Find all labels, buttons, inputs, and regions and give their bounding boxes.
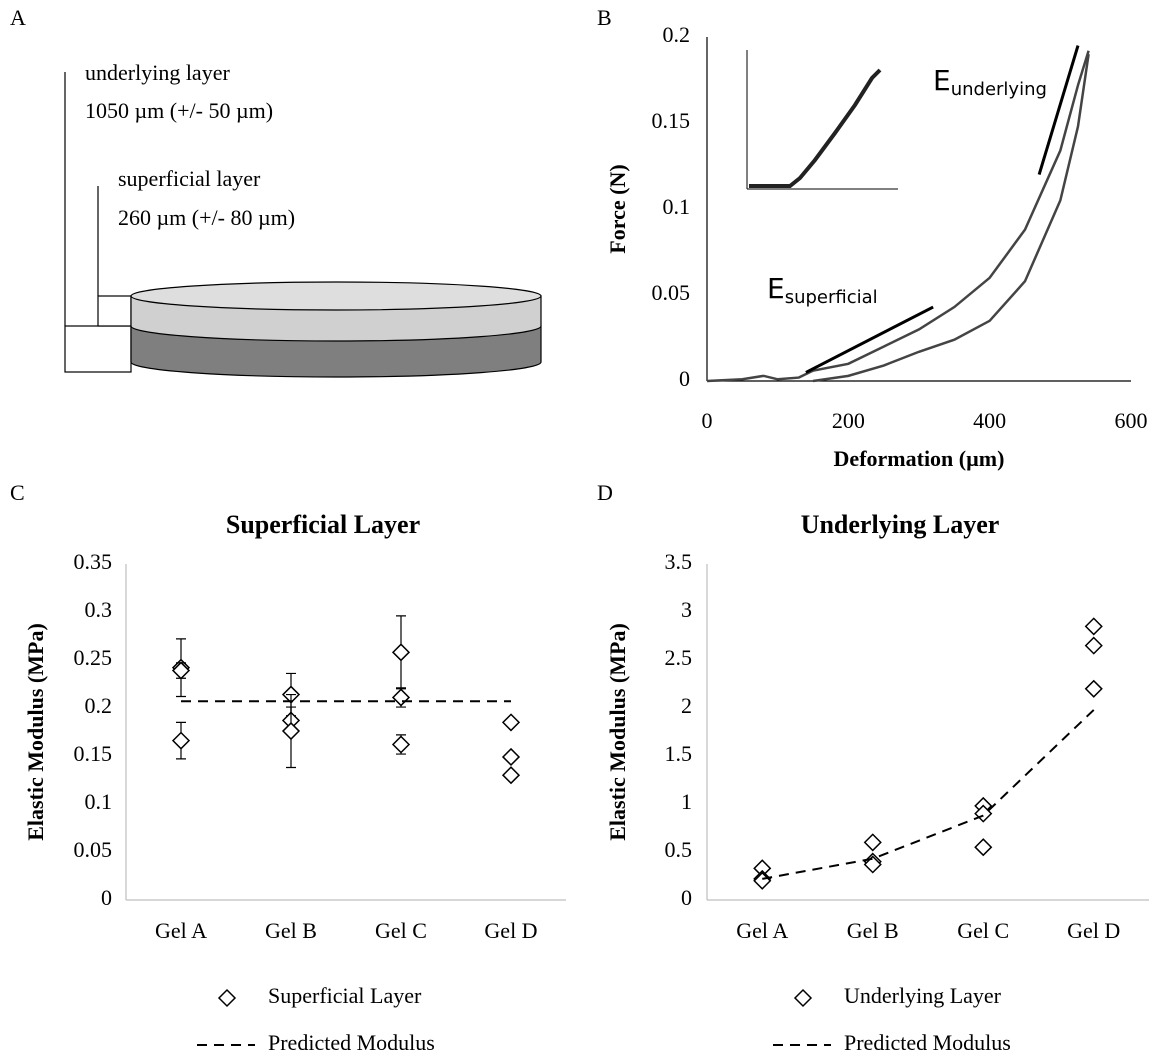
annotation-main: E xyxy=(767,272,785,305)
data-point xyxy=(863,833,882,852)
y-tick-label: 0.5 xyxy=(665,837,693,862)
x-tick-label: Gel D xyxy=(1067,918,1120,943)
y-tick-label: 0 xyxy=(101,885,112,910)
panel-label: A xyxy=(10,5,26,30)
y-tick-label: 0.1 xyxy=(663,194,691,219)
y-tick-label: 0.25 xyxy=(74,645,113,670)
y-axis-label: Force (N) xyxy=(605,164,630,253)
annotation-main: E xyxy=(933,64,951,97)
annotation-subscript: superficial xyxy=(785,287,878,308)
layer-diagram xyxy=(64,72,542,378)
y-tick-label: 0.15 xyxy=(652,108,691,133)
panel-label: B xyxy=(597,5,612,30)
diagram-label: 260 µm (+/- 80 µm) xyxy=(118,205,295,230)
y-tick-label: 0.1 xyxy=(85,789,113,814)
data-point xyxy=(1084,679,1103,698)
y-tick-label: 0.3 xyxy=(85,597,113,622)
data-point xyxy=(501,747,521,767)
legend-symbol xyxy=(793,988,813,1008)
data-point xyxy=(171,731,191,750)
diagram-label: 1050 µm (+/- 50 µm) xyxy=(85,98,273,123)
x-tick-label: Gel A xyxy=(155,918,207,943)
x-tick-label: 400 xyxy=(973,408,1006,433)
x-tick-label: Gel C xyxy=(375,918,427,943)
x-tick-label: 200 xyxy=(832,408,865,433)
chart-title: Underlying Layer xyxy=(801,510,1000,539)
data-point xyxy=(863,855,882,874)
bracket-box xyxy=(64,325,132,373)
data-point xyxy=(1084,636,1103,655)
data-point xyxy=(974,838,993,857)
y-tick-label: 0.05 xyxy=(652,280,691,305)
y-axis-label: Elastic Modulus (MPa) xyxy=(605,623,630,841)
fit-line xyxy=(805,305,934,374)
data-point xyxy=(171,661,191,680)
y-tick-label: 0.15 xyxy=(74,741,113,766)
panel-label: D xyxy=(597,480,613,505)
x-tick-label: Gel B xyxy=(847,918,899,943)
fit-line xyxy=(1037,45,1080,176)
y-axis-label: Elastic Modulus (MPa) xyxy=(23,623,48,841)
y-tick-label: 0 xyxy=(681,885,692,910)
y-tick-label: 1.5 xyxy=(665,741,693,766)
y-tick-label: 0.05 xyxy=(74,837,113,862)
legend-symbol xyxy=(217,988,237,1008)
y-tick-label: 0.2 xyxy=(663,22,691,47)
diagram-label: underlying layer xyxy=(85,60,230,85)
x-tick-label: Gel B xyxy=(265,918,317,943)
legend-label: Predicted Modulus xyxy=(268,1030,435,1055)
legend-label: Superficial Layer xyxy=(268,983,422,1008)
x-tick-label: Gel C xyxy=(957,918,1009,943)
annotation: Esuperficial xyxy=(767,272,878,308)
x-tick-label: Gel A xyxy=(736,918,788,943)
force-curve xyxy=(706,50,1090,383)
annotation-subscript: underlying xyxy=(951,79,1047,100)
force-curve xyxy=(812,54,1090,383)
diagram-label: superficial layer xyxy=(118,166,261,191)
y-tick-label: 1 xyxy=(681,789,692,814)
data-point xyxy=(1084,617,1103,636)
inset xyxy=(746,50,898,190)
data-point xyxy=(753,871,772,890)
data-point xyxy=(501,713,521,732)
inset-curve xyxy=(749,68,882,188)
y-tick-label: 0.35 xyxy=(74,549,113,574)
data-point xyxy=(391,643,411,662)
data-point xyxy=(391,688,411,707)
data-point xyxy=(391,735,411,754)
panel-label: C xyxy=(10,480,25,505)
x-tick-label: 0 xyxy=(702,408,713,433)
predicted-line xyxy=(762,709,1095,880)
data-point xyxy=(281,721,301,741)
legend-label: Predicted Modulus xyxy=(844,1030,1011,1055)
legend-label: Underlying Layer xyxy=(844,983,1002,1008)
y-tick-label: 0 xyxy=(679,366,690,391)
annotation: Eunderlying xyxy=(933,64,1047,100)
y-tick-label: 2.5 xyxy=(665,645,693,670)
y-tick-label: 3 xyxy=(681,597,692,622)
disc-top xyxy=(130,281,542,311)
y-tick-label: 2 xyxy=(681,693,692,718)
y-tick-label: 0.2 xyxy=(85,693,113,718)
bracket-box xyxy=(97,295,132,327)
chart-title: Superficial Layer xyxy=(226,510,420,539)
y-tick-label: 3.5 xyxy=(665,549,693,574)
x-tick-label: Gel D xyxy=(484,918,537,943)
x-axis-label: Deformation (µm) xyxy=(834,446,1005,471)
data-point xyxy=(501,766,521,785)
panel-labels: A B C D xyxy=(10,5,613,505)
x-tick-label: 600 xyxy=(1115,408,1148,433)
